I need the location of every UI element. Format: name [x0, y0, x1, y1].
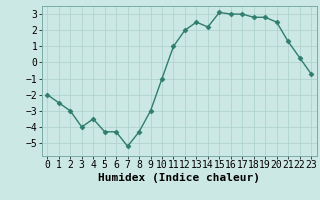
- X-axis label: Humidex (Indice chaleur): Humidex (Indice chaleur): [98, 173, 260, 183]
